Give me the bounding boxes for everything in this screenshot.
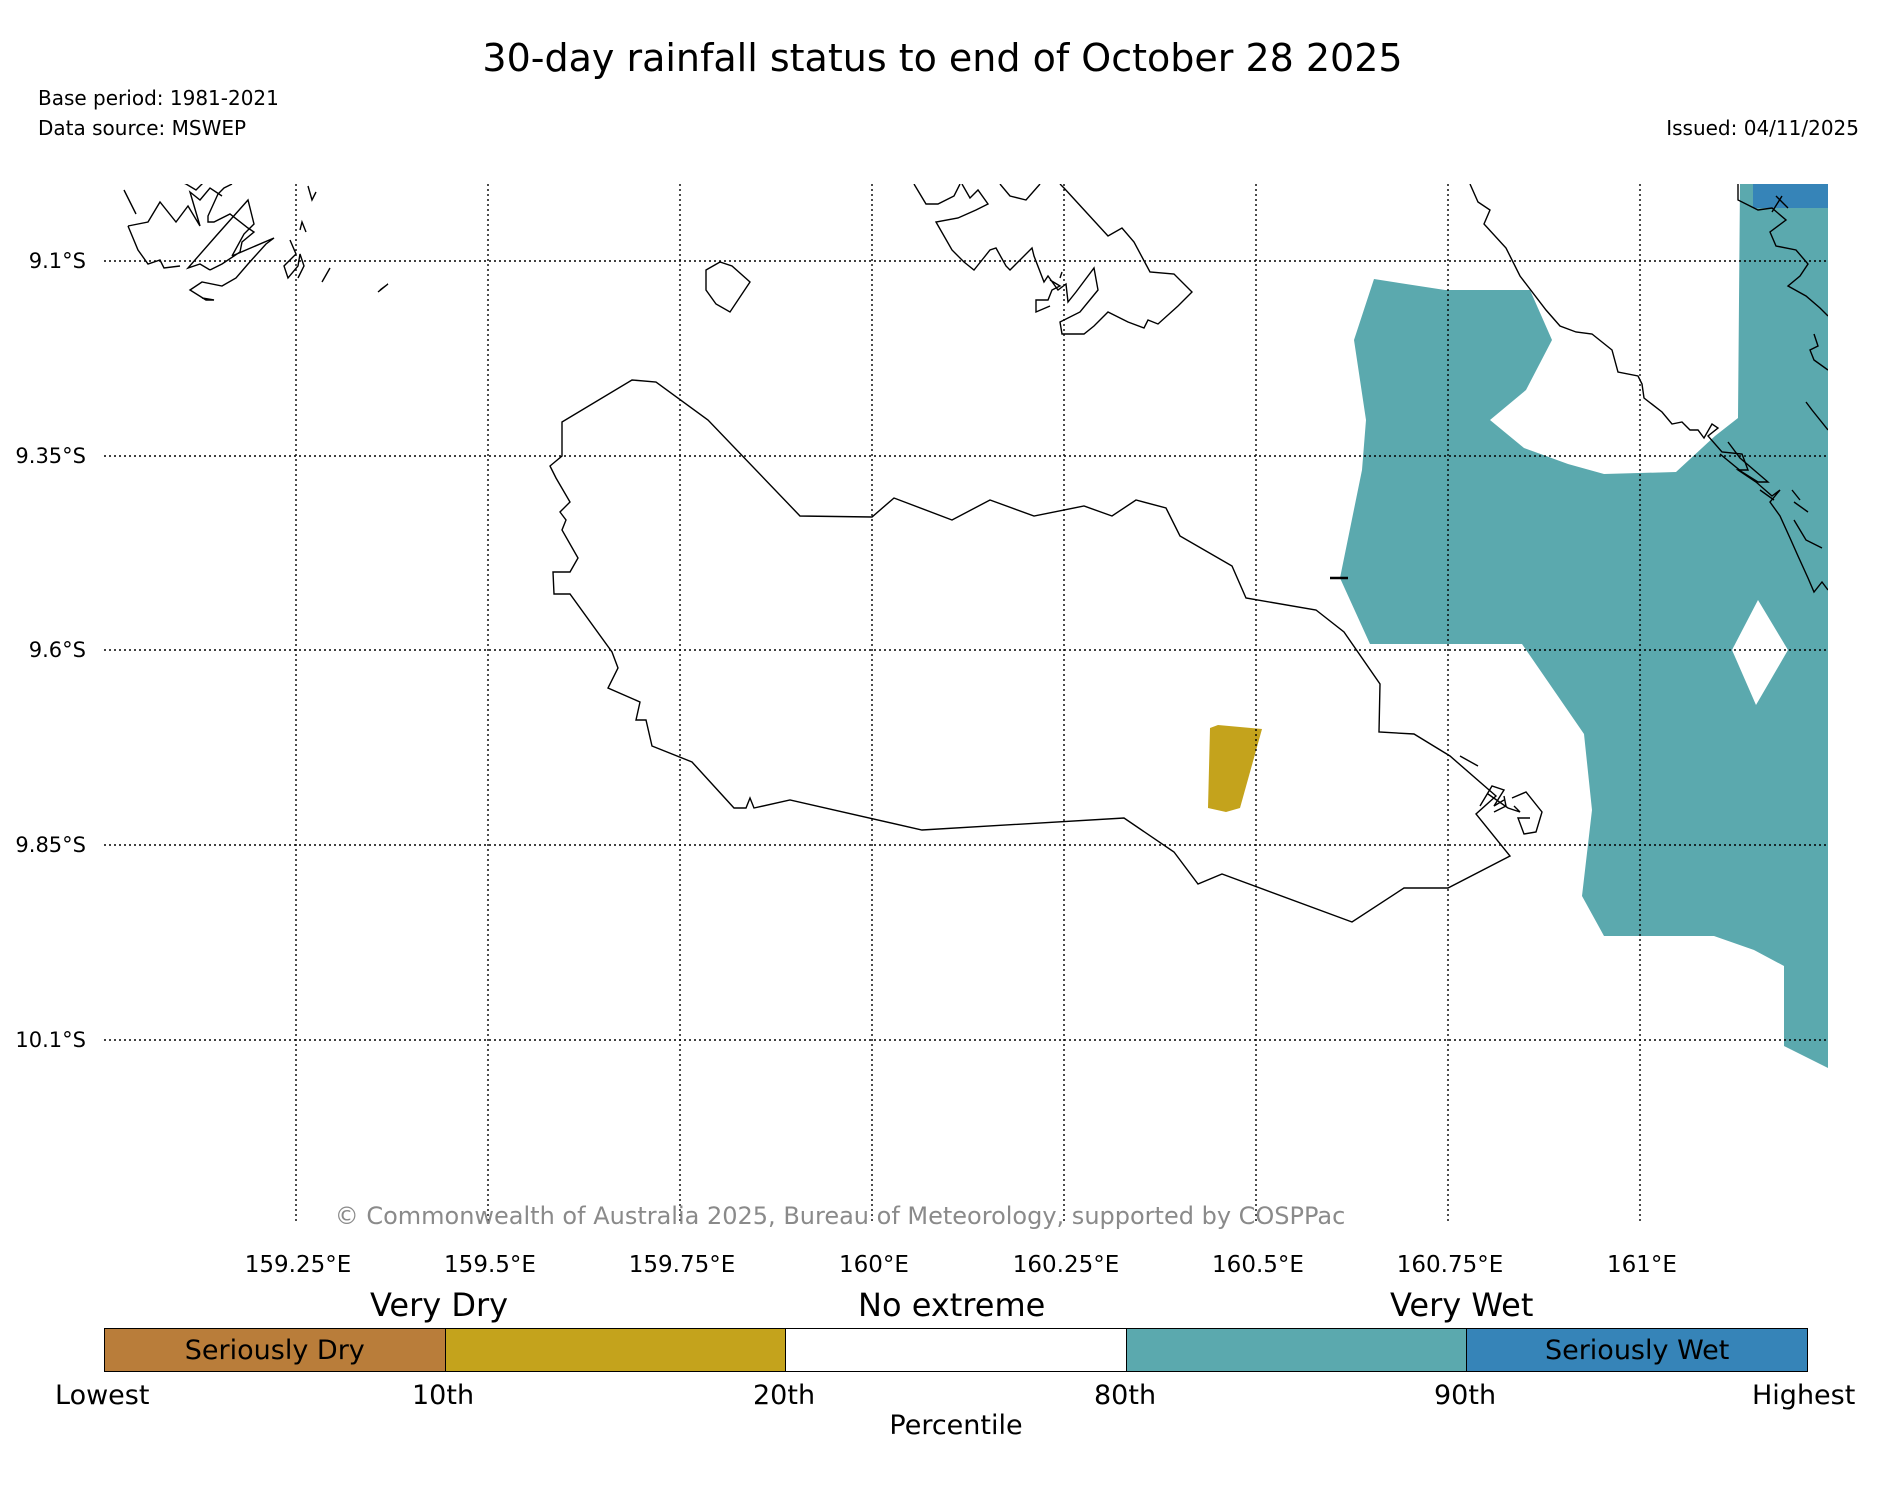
lon-label: 159.25°E (245, 1252, 352, 1278)
issued-date-text: Issued: 04/11/2025 (1666, 116, 1859, 140)
malaita-coastline (1469, 184, 1828, 594)
malaita-detail-coastline (1719, 184, 1828, 549)
legend-segment-label: Seriously Wet (1544, 1334, 1730, 1366)
base-period-text: Base period: 1981-2021 (38, 86, 279, 110)
percentile-colorbar: Seriously Dry Seriously Wet (104, 1328, 1808, 1372)
lat-label: 9.85°S (15, 833, 86, 857)
legend-segment-seriously-dry: Seriously Dry (105, 1329, 445, 1371)
lon-label: 161°E (1607, 1252, 1677, 1278)
legend-category-very-dry: Very Dry (370, 1286, 509, 1324)
florida-islands-coastline (913, 184, 1193, 335)
very-wet-region (1340, 184, 1828, 1068)
legend-tick-10th: 10th (412, 1380, 475, 1411)
legend-segment-seriously-wet: Seriously Wet (1466, 1329, 1807, 1371)
legend-tick-highest: Highest (1752, 1380, 1856, 1411)
lon-label: 159.75°E (629, 1252, 736, 1278)
east-guadalcanal-detail (1459, 755, 1543, 835)
longitude-labels: 159.25°E 159.5°E 159.75°E 160°E 160.25°E… (245, 1252, 1677, 1278)
savo-coastline (705, 261, 751, 313)
lat-label: 9.1°S (29, 249, 86, 273)
guadalcanal-coastline (549, 379, 1512, 923)
legend-tick-90th: 90th (1434, 1380, 1497, 1411)
lat-label: 10.1°S (15, 1028, 86, 1052)
copyright-notice: © Commonwealth of Australia 2025, Bureau… (334, 1202, 1346, 1230)
latitude-labels: 9.1°S 9.35°S 9.6°S 9.85°S 10.1°S (15, 249, 86, 1052)
graticule (104, 184, 1828, 1224)
lat-label: 9.35°S (15, 444, 86, 468)
legend-axis-label: Percentile (889, 1410, 1023, 1441)
legend-tick-80th: 80th (1094, 1380, 1157, 1411)
seriously-wet-region (1753, 184, 1828, 208)
lon-label: 159.5°E (444, 1252, 536, 1278)
lon-label: 160°E (839, 1252, 909, 1278)
legend-category-very-wet: Very Wet (1390, 1286, 1534, 1324)
legend-tick-lowest: Lowest (55, 1380, 150, 1411)
map-title: 30-day rainfall status to end of October… (482, 36, 1403, 80)
data-source-text: Data source: MSWEP (38, 116, 247, 140)
very-dry-region (1208, 725, 1262, 812)
lon-label: 160.25°E (1013, 1252, 1120, 1278)
legend-segment-very-wet (1125, 1329, 1467, 1371)
legend-segment-very-dry (444, 1329, 786, 1371)
legend-tick-20th: 20th (753, 1380, 816, 1411)
legend-segment-label: Seriously Dry (184, 1334, 365, 1366)
legend-segment-no-extreme (785, 1329, 1126, 1371)
lat-label: 9.6°S (29, 638, 86, 662)
lon-label: 160.5°E (1212, 1252, 1304, 1278)
legend-category-no-extreme: No extreme (858, 1286, 1046, 1324)
nw-islands-coastline (123, 184, 389, 301)
lon-label: 160.75°E (1397, 1252, 1504, 1278)
coastline (123, 184, 1828, 923)
